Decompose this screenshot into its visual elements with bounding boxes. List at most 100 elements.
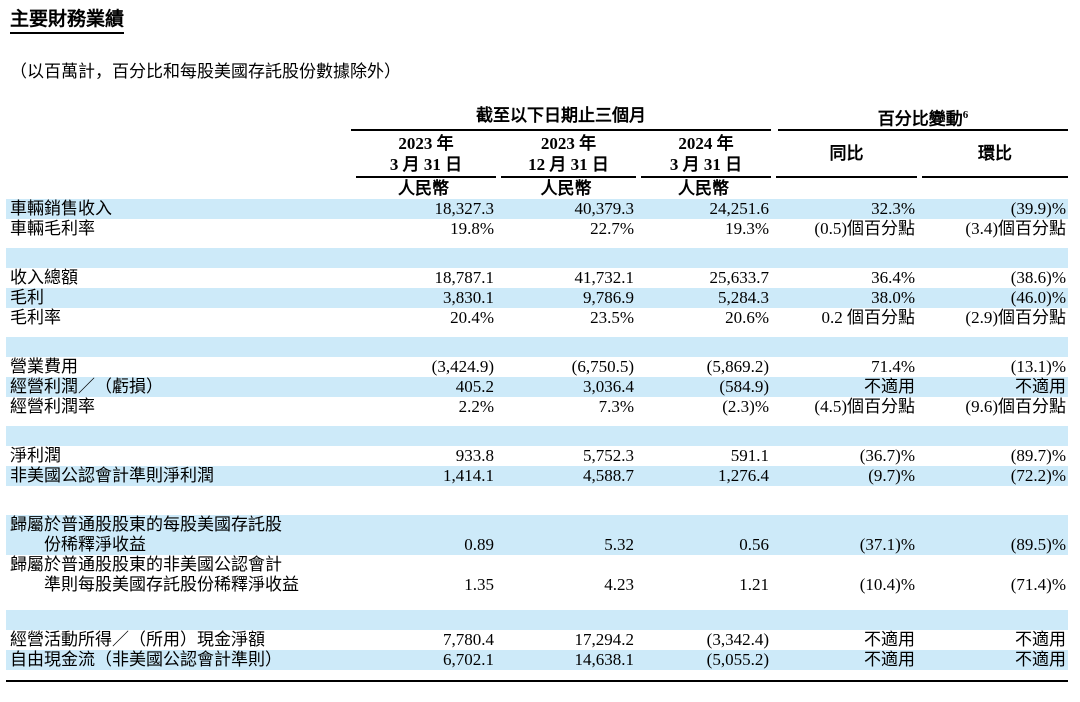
- table-row: 經營利潤率 2.2% 7.3% (2.3)% (4.5)個百分點 (9.6)個百…: [6, 397, 1068, 417]
- col-date: 12 月 31 日: [528, 155, 609, 174]
- period-group-header: 截至以下日期止三個月: [351, 102, 771, 131]
- value-yoy: (9.7)%: [868, 466, 915, 485]
- value-2023q1: 3,830.1: [443, 288, 494, 307]
- page-title: 主要財務業績: [10, 9, 125, 34]
- value-yoy: (4.5)個百分點: [814, 397, 915, 416]
- value-yoy: 36.4%: [871, 268, 915, 287]
- section-gap: [6, 486, 1068, 515]
- row-label: 歸屬於普通股股東的每股美國存託股 份稀釋淨收益: [10, 515, 282, 554]
- value-2024q1: 1,276.4: [718, 466, 769, 485]
- value-2023q1: (3,424.9): [431, 357, 494, 376]
- col-header-2023-03-31: 2023 年 3 月 31 日: [351, 131, 496, 178]
- value-qoq: (89.7)%: [1010, 446, 1066, 465]
- value-2023q4: 14,638.1: [574, 650, 635, 669]
- units-note: （以百萬計，百分比和每股美國存託股份數據除外）: [10, 62, 401, 81]
- row-label: 經營利潤率: [10, 397, 95, 416]
- col-year: 2023 年: [398, 134, 454, 153]
- row-label: 車輛銷售收入: [10, 199, 112, 218]
- col-year: 2023 年: [540, 134, 597, 153]
- spacer-row: [6, 610, 1068, 630]
- currency-label: 人民幣: [540, 179, 592, 198]
- section-gap: [6, 239, 1068, 248]
- value-2023q4: 22.7%: [590, 219, 634, 238]
- value-2024q1: (5,869.2): [706, 357, 769, 376]
- value-2023q1: 405.2: [455, 377, 494, 396]
- footnote-6: 6: [962, 109, 969, 121]
- value-2023q4: 41,732.1: [574, 268, 635, 287]
- value-2024q1: (5,055.2): [706, 650, 769, 669]
- value-yoy: (36.7)%: [859, 446, 915, 465]
- row-label: 歸屬於普通股股東的非美國公認會計 準則每股美國存託股份稀釋淨收益: [10, 555, 299, 594]
- row-label: 自由現金流（非美國公認會計準則）: [10, 650, 282, 669]
- value-yoy: (0.5)個百分點: [814, 219, 915, 238]
- group-header-spacer: [6, 102, 351, 131]
- col-header-qoq: 環比: [917, 131, 1068, 178]
- value-2024q1: 1.21: [739, 575, 769, 594]
- value-2024q1: (3,342.4): [706, 630, 769, 649]
- value-yoy: 32.3%: [871, 199, 915, 218]
- row-label: 經營利潤／（虧損）: [10, 377, 163, 396]
- group-header-row: 截至以下日期止三個月 百分比變動6: [6, 102, 1068, 131]
- value-2023q1: 20.4%: [450, 308, 494, 327]
- table-bottom-rule: [6, 680, 1068, 682]
- currency-label: 人民幣: [398, 179, 449, 198]
- row-label: 非美國公認會計準則淨利潤: [10, 466, 214, 485]
- col-header-2023-12-31: 2023 年 12 月 31 日: [496, 131, 636, 178]
- value-2023q4: 5,752.3: [583, 446, 634, 465]
- row-label: 車輛毛利率: [10, 219, 95, 238]
- row-label: 淨利潤: [10, 446, 61, 465]
- value-2023q1: 18,787.1: [434, 268, 495, 287]
- value-qoq: (46.0)%: [1010, 288, 1066, 307]
- value-2023q1: 2.2%: [458, 397, 494, 416]
- currency-row: 人民幣 人民幣 人民幣: [6, 178, 1068, 199]
- value-qoq: (3.4)個百分點: [965, 219, 1066, 238]
- value-2023q4: 17,294.2: [574, 630, 635, 649]
- value-2023q1: 6,702.1: [443, 650, 494, 669]
- currency-label: 人民幣: [678, 179, 729, 198]
- value-2023q1: 1.35: [464, 575, 494, 594]
- table-row: 經營活動所得／（所用）現金淨額 7,780.4 17,294.2 (3,342.…: [6, 630, 1068, 650]
- col-header-2024-03-31: 2024 年 3 月 31 日: [636, 131, 771, 178]
- value-2023q4: 23.5%: [590, 308, 634, 327]
- table-row: 收入總額 18,787.1 41,732.1 25,633.7 36.4% (3…: [6, 268, 1068, 288]
- value-2024q1: 20.6%: [725, 308, 769, 327]
- value-qoq: (9.6)個百分點: [965, 397, 1066, 416]
- value-qoq: (71.4)%: [1010, 575, 1066, 594]
- value-2024q1: 0.56: [739, 535, 769, 554]
- change-group-label: 百分比變動: [877, 109, 963, 129]
- col-header-yoy: 同比: [771, 131, 917, 178]
- table-row: 毛利率 20.4% 23.5% 20.6% 0.2 個百分點 (2.9)個百分點: [6, 308, 1068, 328]
- value-yoy: 不適用: [864, 630, 915, 649]
- table-row: 歸屬於普通股股東的非美國公認會計 準則每股美國存託股份稀釋淨收益 1.35 4.…: [6, 555, 1068, 595]
- value-yoy: 不適用: [864, 650, 915, 669]
- section-gap: [6, 417, 1068, 426]
- table-row: 車輛毛利率 19.8% 22.7% 19.3% (0.5)個百分點 (3.4)個…: [6, 219, 1068, 239]
- table-row: 毛利 3,830.1 9,786.9 5,284.3 38.0% (46.0)%: [6, 288, 1068, 308]
- col-date: 3 月 31 日: [389, 155, 463, 174]
- value-2023q4: 40,379.3: [574, 199, 635, 218]
- value-2023q4: 7.3%: [598, 397, 634, 416]
- value-qoq: (89.5)%: [1010, 535, 1066, 554]
- value-qoq: (38.6)%: [1010, 268, 1066, 287]
- value-yoy: (37.1)%: [859, 535, 915, 554]
- row-label: 毛利率: [10, 308, 61, 327]
- value-qoq: 不適用: [1015, 630, 1066, 649]
- table-row: 歸屬於普通股股東的每股美國存託股 份稀釋淨收益 0.89 5.32 0.56 (…: [6, 515, 1068, 555]
- value-2023q1: 7,780.4: [443, 630, 494, 649]
- section-gap: [6, 595, 1068, 610]
- value-2024q1: 19.3%: [725, 219, 769, 238]
- value-qoq: 不適用: [1015, 650, 1066, 669]
- value-yoy: 71.4%: [871, 357, 915, 376]
- value-2023q1: 19.8%: [450, 219, 494, 238]
- value-yoy: 0.2 個百分點: [821, 308, 916, 327]
- column-header-row: 2023 年 3 月 31 日 2023 年 12 月 31 日 2024 年 …: [6, 131, 1068, 178]
- column-header-spacer: [6, 131, 351, 178]
- spacer-row: [6, 337, 1068, 357]
- row-label: 營業費用: [10, 357, 78, 376]
- value-qoq: 不適用: [1015, 377, 1066, 396]
- value-qoq: (39.9)%: [1010, 199, 1066, 218]
- change-group-header: 百分比變動6: [771, 102, 1068, 131]
- value-yoy: 不適用: [864, 377, 915, 396]
- table-row: 自由現金流（非美國公認會計準則） 6,702.1 14,638.1 (5,055…: [6, 650, 1068, 670]
